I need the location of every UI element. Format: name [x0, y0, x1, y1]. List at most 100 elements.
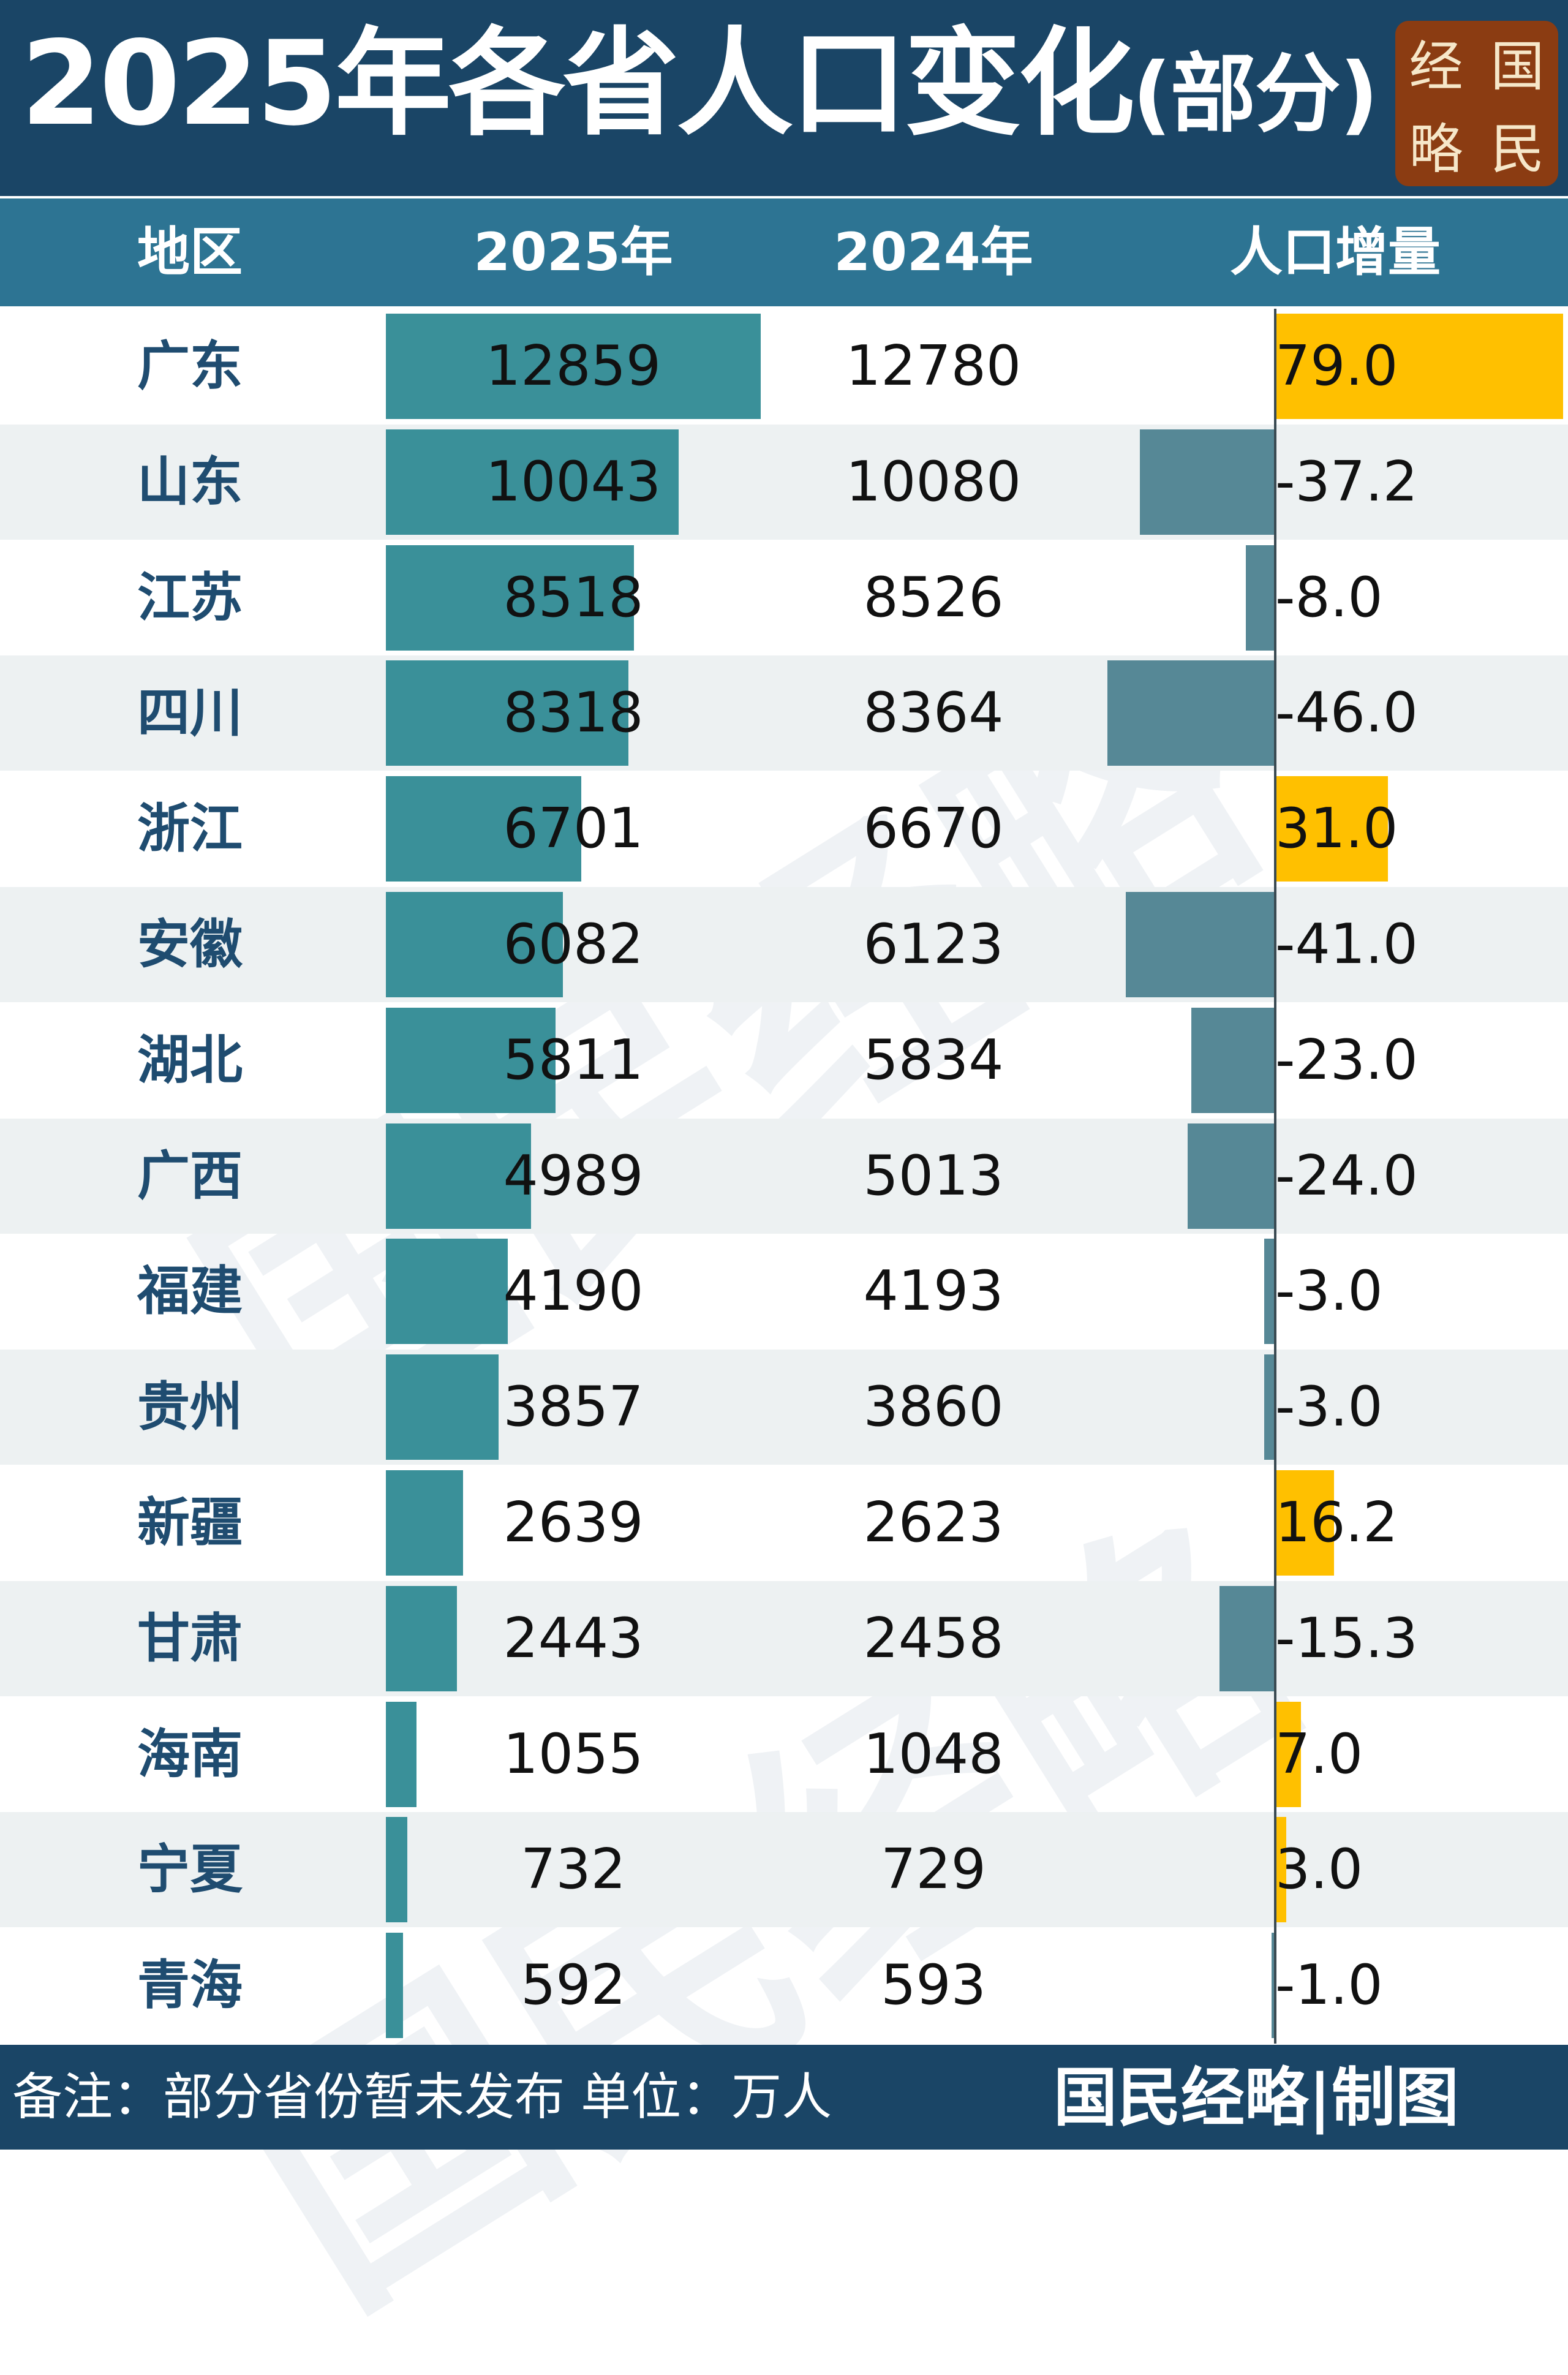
value-2025: 1055 — [503, 1722, 644, 1786]
value-2025: 732 — [521, 1837, 626, 1901]
region-label: 青海 — [137, 1955, 243, 2016]
bar-2025 — [386, 429, 679, 535]
region-label: 宁夏 — [137, 1839, 243, 1900]
region-label: 广东 — [137, 336, 243, 397]
change-bar-decrease — [1264, 1354, 1275, 1460]
change-value: -15.3 — [1275, 1606, 1418, 1671]
table-row: 广西 4989 5013 -24.0 — [0, 1119, 1568, 1234]
value-2025: 6082 — [503, 912, 644, 976]
title-sub: (部分) — [1132, 45, 1379, 145]
region-label: 福建 — [137, 1261, 243, 1322]
change-value: -41.0 — [1275, 912, 1418, 976]
value-2024: 12780 — [845, 334, 1022, 398]
change-value: -37.2 — [1275, 450, 1418, 514]
change-value: -46.0 — [1275, 681, 1418, 745]
bar-2025 — [386, 1586, 457, 1691]
change-bar-decrease — [1191, 1008, 1275, 1113]
footer-note: 备注：部分省份暂未发布 单位：万人 — [12, 2068, 832, 2126]
column-header-change: 人口增量 — [1230, 222, 1441, 283]
bar-2025 — [386, 660, 628, 766]
table-row: 甘肃 2443 2458 -15.3 — [0, 1581, 1568, 1696]
table-row: 广东 12859 12780 79.0 — [0, 309, 1568, 424]
region-label: 海南 — [137, 1724, 243, 1785]
change-bar-decrease — [1140, 429, 1275, 535]
footer-bar: 备注：部分省份暂未发布 单位：万人 国民经略|制图 — [0, 2045, 1568, 2150]
value-2024: 2458 — [863, 1606, 1004, 1671]
change-value: -23.0 — [1275, 1028, 1418, 1092]
change-value: -3.0 — [1275, 1375, 1383, 1439]
page-title: 2025年各省人口变化(部分) — [21, 26, 1379, 145]
change-bar-increase — [1275, 1470, 1334, 1576]
value-2024: 8526 — [863, 565, 1004, 630]
change-bar-decrease — [1219, 1586, 1275, 1691]
footer-credit: 国民经略|制图 — [1054, 2060, 1459, 2135]
value-2024: 8364 — [863, 681, 1004, 745]
change-bar-increase — [1275, 776, 1388, 882]
column-header-row: 地区 2025年 2024年 人口增量 — [0, 198, 1568, 306]
bar-2025 — [386, 892, 563, 997]
change-bar-increase — [1275, 1817, 1286, 1922]
value-2025: 4989 — [503, 1144, 644, 1208]
table-row: 安徽 6082 6123 -41.0 — [0, 887, 1568, 1002]
region-label: 浙江 — [137, 798, 243, 859]
change-bar-decrease — [1264, 1239, 1275, 1344]
title-banner: 2025年各省人口变化(部分) 经 国 略 民 — [0, 0, 1568, 196]
region-label: 新疆 — [137, 1492, 243, 1554]
table-row: 山东 10043 10080 -37.2 — [0, 425, 1568, 540]
column-header-2025: 2025年 — [473, 222, 673, 283]
table-row: 贵州 3857 3860 -3.0 — [0, 1350, 1568, 1465]
change-bar-decrease — [1107, 660, 1275, 766]
change-value: -8.0 — [1275, 565, 1383, 630]
table-row: 江苏 8518 8526 -8.0 — [0, 540, 1568, 655]
value-2025: 3857 — [503, 1375, 644, 1439]
change-value: -24.0 — [1275, 1144, 1418, 1208]
logo-char: 经 — [1409, 35, 1463, 98]
bar-2025 — [386, 1239, 508, 1344]
logo-char: 略 — [1409, 118, 1463, 181]
table-row: 新疆 2639 2623 16.2 — [0, 1465, 1568, 1580]
value-2024: 2623 — [863, 1490, 1004, 1555]
table-row: 湖北 5811 5834 -23.0 — [0, 1003, 1568, 1118]
value-2024: 593 — [881, 1953, 986, 2017]
value-2024: 4193 — [863, 1259, 1004, 1323]
column-header-region: 地区 — [137, 222, 243, 283]
region-label: 四川 — [137, 682, 243, 744]
bar-2025 — [386, 776, 581, 882]
bar-2025 — [386, 1702, 417, 1807]
table-row: 四川 8318 8364 -46.0 — [0, 655, 1568, 771]
value-2025: 2443 — [503, 1606, 644, 1671]
change-bar-decrease — [1272, 1933, 1275, 2038]
column-header-2024: 2024年 — [834, 222, 1033, 283]
value-2025: 8518 — [503, 565, 644, 630]
change-zero-axis — [1274, 309, 1276, 2044]
change-value: 3.0 — [1275, 1837, 1363, 1901]
value-2025: 2639 — [503, 1490, 644, 1555]
bar-2025 — [386, 1008, 556, 1113]
region-label: 贵州 — [137, 1376, 243, 1438]
bar-2025 — [386, 1817, 407, 1922]
value-2024: 3860 — [863, 1375, 1004, 1439]
bar-2025 — [386, 1933, 403, 2038]
bar-2025 — [386, 1470, 463, 1576]
value-2024: 5834 — [863, 1028, 1004, 1092]
table-row: 浙江 6701 6670 31.0 — [0, 771, 1568, 886]
table-row: 福建 4190 4193 -3.0 — [0, 1234, 1568, 1349]
region-label: 安徽 — [137, 914, 243, 975]
logo-char: 民 — [1490, 118, 1545, 181]
change-value: -3.0 — [1275, 1259, 1383, 1323]
value-2024: 729 — [881, 1837, 986, 1901]
change-bar-increase — [1275, 1702, 1301, 1807]
change-value: 79.0 — [1275, 334, 1398, 398]
bar-2025 — [386, 1354, 499, 1460]
value-2024: 10080 — [845, 450, 1022, 514]
table-row: 青海 592 593 -1.0 — [0, 1928, 1568, 2043]
change-value: -1.0 — [1275, 1953, 1383, 2017]
bar-2025 — [386, 314, 761, 419]
region-label: 江苏 — [137, 567, 243, 629]
region-label: 湖北 — [137, 1030, 243, 1091]
logo-char: 国 — [1490, 35, 1545, 98]
change-bar-decrease — [1126, 892, 1275, 997]
value-2025: 12859 — [485, 334, 662, 398]
value-2025: 4190 — [503, 1259, 644, 1323]
value-2025: 6701 — [503, 796, 644, 861]
